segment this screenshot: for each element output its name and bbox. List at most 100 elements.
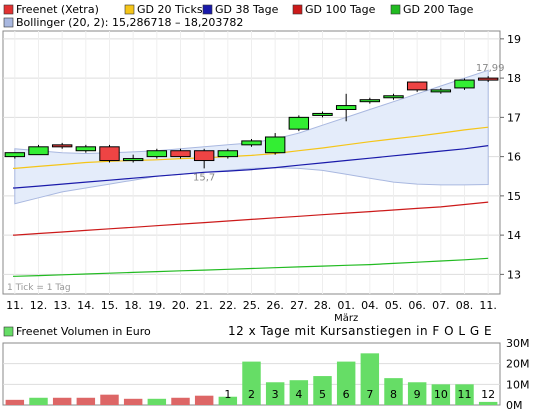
legend-label: Bollinger (20, 2): 15,286718 – 18,203782 <box>16 16 243 29</box>
x-tick-label: 11. <box>6 299 24 312</box>
volume-bar <box>384 378 403 405</box>
streak-count-label: 7 <box>366 388 373 401</box>
legend-label: GD 100 Tage <box>305 3 376 16</box>
volume-bar <box>5 399 25 405</box>
streak-count-label: 9 <box>414 388 421 401</box>
tick-note: 1 Tick = 1 Tag <box>7 283 71 293</box>
candle-body <box>217 150 239 158</box>
x-tick-label: 06. <box>408 299 426 312</box>
x-tick-label: 08. <box>456 299 474 312</box>
candle <box>477 76 499 83</box>
volume-y-label: 20M <box>506 358 530 371</box>
streak-count-label: 4 <box>295 388 302 401</box>
candle <box>359 97 381 104</box>
volume-bar <box>455 384 474 405</box>
candle-body <box>51 144 73 148</box>
volume-bars <box>5 353 498 405</box>
x-tick-label: 18. <box>124 299 142 312</box>
price-y-label: 13 <box>507 268 521 281</box>
volume-bar <box>100 394 119 405</box>
candle <box>454 78 475 90</box>
candle <box>335 93 357 122</box>
candle <box>312 111 333 118</box>
ma-line-gd-38-tage <box>13 145 489 189</box>
candle <box>4 152 26 159</box>
candle-body <box>241 140 262 146</box>
candle-body <box>312 112 333 116</box>
legend-label: GD 38 Tage <box>215 3 279 16</box>
legend-item: Freenet (Xetra) <box>3 3 99 16</box>
volume-bar <box>29 397 48 405</box>
streak-count-label: 12 <box>481 388 495 401</box>
legend-item: Bollinger (20, 2): 15,286718 – 18,203782 <box>3 16 243 29</box>
candle-body <box>193 150 215 162</box>
candle-body <box>383 95 404 99</box>
candle-body <box>4 152 26 158</box>
candle-body <box>335 105 357 111</box>
candle-body <box>359 99 381 103</box>
x-tick-label: 27. <box>290 299 308 312</box>
candle <box>28 144 49 156</box>
candle-body <box>288 116 310 130</box>
price-y-label: 16 <box>507 151 521 164</box>
candle <box>146 148 168 159</box>
x-tick-label: 26. <box>266 299 284 312</box>
candle-body <box>28 146 49 156</box>
streak-count-label: 2 <box>248 388 255 401</box>
x-axis: 11. 12. 13. 14. 15. 18. 19. 20. 21. 22. 25. 26. 27. 2… <box>6 299 497 312</box>
legend-item: GD 100 Tage <box>292 3 376 16</box>
price-panel: 13 14 15 16 17 18 19 11. 12. 13. 14. 15. 18. 19. 20. 2… <box>2 30 521 324</box>
candle <box>75 144 97 153</box>
volume-bar <box>171 397 190 405</box>
streak-count-label: 1 <box>224 388 231 401</box>
legend-label: GD 200 Tage <box>403 3 474 16</box>
volume-bar <box>52 397 72 405</box>
streak-count-label: 6 <box>343 388 350 401</box>
x-tick-label: 19. <box>148 299 166 312</box>
candle <box>241 138 262 147</box>
ma-line-gd-200-tage <box>13 257 489 277</box>
volume-bar <box>313 376 332 405</box>
candle <box>193 148 215 169</box>
price-y-label: 19 <box>507 33 521 46</box>
candles <box>4 76 499 169</box>
volume-y-label: 30M <box>506 337 530 350</box>
candle <box>406 81 428 92</box>
candle-body <box>75 146 97 152</box>
x-tick-label: 05. <box>385 299 403 312</box>
volume-bar <box>478 401 498 405</box>
streak-count-label: 5 <box>319 388 326 401</box>
volume-bar <box>336 361 356 405</box>
volume-panel: Freenet Volumen in Euro 12 x Tage mit Ku… <box>2 324 530 412</box>
x-tick-label: 13. <box>53 299 71 312</box>
legend-label: Freenet (Xetra) <box>16 3 99 16</box>
volume-y-label: 10M <box>506 378 530 391</box>
candle <box>288 115 310 132</box>
ma-line-gd-100-tage <box>13 201 489 236</box>
streak-count-label: 8 <box>390 388 397 401</box>
candle <box>264 133 286 155</box>
legend-swatch <box>390 4 401 15</box>
price-y-label: 18 <box>507 72 521 85</box>
moving-averages <box>13 126 489 277</box>
min-price-label: 15,7 <box>193 172 215 183</box>
streak-count-label: 10 <box>434 388 448 401</box>
legend-swatch <box>292 4 303 15</box>
candle-body <box>477 77 499 81</box>
volume-bar <box>289 380 309 405</box>
volume-legend-swatch <box>3 326 14 337</box>
candle-body <box>430 89 452 93</box>
streak-count-label: 11 <box>458 388 472 401</box>
x-tick-label: 07. <box>432 299 450 312</box>
legend-swatch <box>124 4 135 15</box>
x-tick-label: 04. <box>361 299 379 312</box>
price-y-label: 14 <box>507 229 521 242</box>
candle <box>217 148 239 159</box>
volume-bar <box>218 396 238 405</box>
candle-body <box>146 150 168 158</box>
candle <box>122 154 144 163</box>
volume-bar <box>360 353 380 405</box>
candle <box>99 144 120 163</box>
legend-swatch <box>3 4 14 15</box>
